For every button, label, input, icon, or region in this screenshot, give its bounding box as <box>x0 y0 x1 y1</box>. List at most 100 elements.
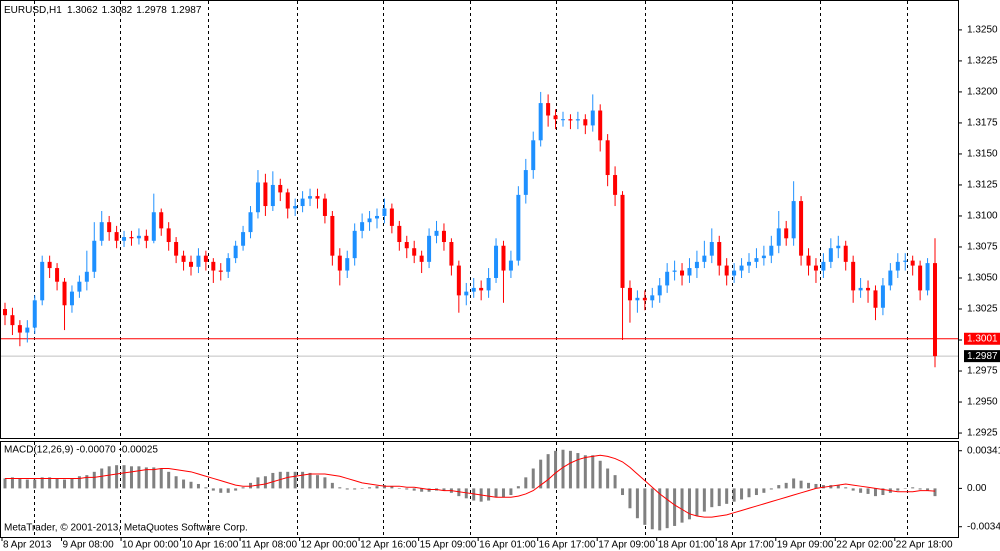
macd-bar <box>911 487 915 489</box>
x-tick-label: 18 Apr 01:00 <box>658 540 715 551</box>
macd-bar <box>368 487 372 489</box>
macd-bar <box>353 488 357 490</box>
x-tick-label: 8 Apr 2013 <box>3 540 52 551</box>
candle-body <box>330 215 335 256</box>
candle-body <box>144 235 149 241</box>
macd-bar <box>896 488 900 491</box>
candle-body <box>873 290 878 308</box>
candle-body <box>352 230 357 259</box>
candle-body <box>189 261 193 267</box>
x-tick-label: 10 Apr 16:00 <box>182 540 239 551</box>
macd-bar <box>442 488 446 491</box>
macd-bar <box>792 478 796 489</box>
candle-body <box>25 327 30 333</box>
y-tick-label: 1.2925 <box>967 428 998 439</box>
macd-bar <box>583 455 587 489</box>
macd-bar <box>918 488 922 490</box>
candle-body <box>255 182 260 213</box>
macd-bar <box>621 488 625 496</box>
candle-body <box>3 308 7 316</box>
candle-body <box>598 110 603 141</box>
macd-bar <box>278 471 282 489</box>
price-panel-frame <box>0 0 959 439</box>
candle-body <box>114 232 119 241</box>
macd-bar <box>308 472 312 489</box>
macd-bar <box>665 488 669 529</box>
candle-body <box>122 237 127 241</box>
candle-body <box>337 255 342 271</box>
candle-body <box>404 242 409 249</box>
macd-bar <box>219 488 223 493</box>
candle-body <box>226 258 231 272</box>
candle-body <box>538 103 543 141</box>
candle-body <box>47 261 52 269</box>
macd-bar <box>189 481 193 489</box>
candle-body <box>464 291 469 296</box>
macd-bar <box>137 466 141 489</box>
candle-body <box>84 271 89 282</box>
macd-bar <box>249 482 253 489</box>
candle-body <box>77 281 82 292</box>
candle-body <box>270 184 275 207</box>
candle-body <box>293 206 298 209</box>
y-tick-label: 0.00341 <box>967 445 1000 456</box>
macd-bar <box>628 488 632 509</box>
y-tick-label: 1.3100 <box>967 211 998 222</box>
macd-bar <box>821 485 825 489</box>
candle-body <box>494 245 499 278</box>
x-tick-label: 15 Apr 09:00 <box>420 540 477 551</box>
macd-bar <box>129 466 133 489</box>
macd-bar <box>650 488 654 530</box>
candle-body <box>375 215 379 219</box>
macd-bar <box>25 479 29 489</box>
macd-bar <box>732 488 736 502</box>
macd-bar <box>144 467 148 489</box>
candle-body <box>285 192 290 209</box>
macd-bar <box>844 487 848 489</box>
macd-bar <box>397 488 401 489</box>
macd-bar <box>263 476 267 489</box>
macd-bar <box>330 482 334 489</box>
macd-bar <box>516 486 520 489</box>
macd-bar <box>829 485 833 489</box>
candle-body <box>248 212 253 233</box>
candle-body <box>203 255 208 262</box>
macd-bar <box>613 475 617 489</box>
candle-body <box>92 240 97 272</box>
price-box <box>964 332 1000 345</box>
candle-body <box>233 245 238 259</box>
macd-bar <box>182 479 186 489</box>
candle-body <box>813 265 818 271</box>
macd-bar <box>345 488 349 490</box>
candle-body <box>181 255 186 262</box>
candle-body <box>389 208 394 226</box>
macd-bar <box>3 478 7 489</box>
macd-bar <box>226 488 230 493</box>
candle-body <box>434 230 439 236</box>
macd-bar <box>323 477 327 489</box>
macd-bar <box>107 466 111 489</box>
footer: MetaTrader, © 2001-2013, MetaQuotes Soft… <box>4 523 248 534</box>
macd-bar <box>501 488 505 498</box>
candle-body <box>427 235 432 262</box>
y-tick-label: 1.3025 <box>967 304 998 315</box>
candle-body <box>32 300 37 328</box>
macd-bar <box>539 459 543 489</box>
candle-body <box>828 248 833 262</box>
macd-bar <box>576 453 580 489</box>
macd-bar <box>740 488 744 500</box>
candle-body <box>531 140 536 171</box>
macd-bar <box>687 488 691 520</box>
candle-body <box>516 194 521 261</box>
macd-bar <box>293 471 297 489</box>
candle-body <box>55 268 60 282</box>
macd-bar <box>159 468 163 489</box>
header-close: 1.2987 <box>171 5 202 16</box>
y-tick-label: 0.00 <box>967 483 987 494</box>
macd-bar <box>301 471 305 489</box>
candle-body <box>866 287 871 291</box>
macd-bar <box>241 487 245 489</box>
y-tick-label: 1.3225 <box>967 56 998 67</box>
macd-bar <box>286 471 290 489</box>
macd-bar <box>85 475 89 489</box>
